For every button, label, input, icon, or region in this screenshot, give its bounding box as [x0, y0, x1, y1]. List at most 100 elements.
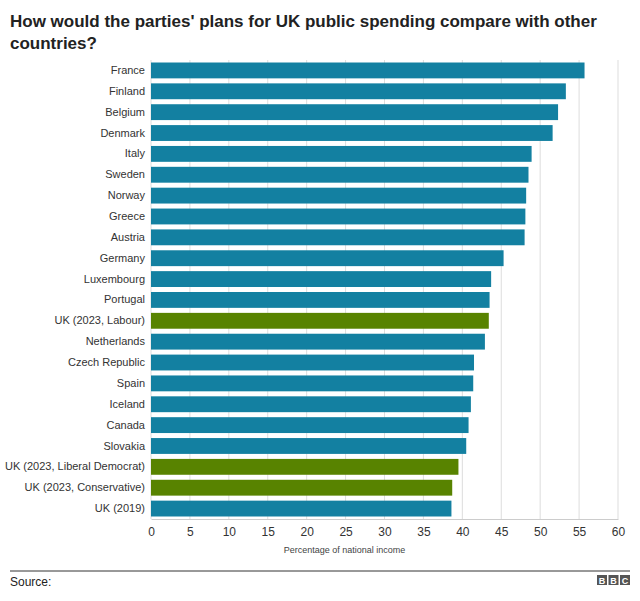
y-tick: Finland — [109, 85, 151, 97]
y-tick: Spain — [117, 377, 151, 389]
y-tick: Netherlands — [86, 335, 151, 347]
x-tick: 50 — [534, 519, 548, 539]
y-tick-label: Slovakia — [103, 439, 145, 451]
bar — [151, 209, 525, 225]
x-tick: 55 — [573, 519, 587, 539]
x-tick-label: 10 — [223, 525, 237, 539]
y-tick: UK (2019) — [95, 502, 151, 514]
y-tick-label: Czech Republic — [68, 356, 146, 368]
y-tick-label: Denmark — [100, 127, 145, 139]
y-tick-label: Iceland — [110, 398, 145, 410]
chart: How would the parties' plans for UK publ… — [0, 0, 640, 601]
bar — [151, 501, 451, 517]
y-tick: France — [111, 64, 151, 76]
y-tick: Iceland — [110, 398, 151, 410]
bar — [151, 146, 532, 162]
y-tick: UK (2023, Liberal Democrat) — [5, 460, 151, 472]
y-tick: Canada — [106, 419, 151, 431]
logo-box — [620, 575, 630, 585]
bar — [151, 125, 553, 141]
y-tick-label: UK (2019) — [95, 502, 145, 514]
title: How would the parties' plans for UK publ… — [10, 12, 597, 53]
x-tick-label: 50 — [534, 525, 548, 539]
x-axis: 0 5 10 15 20 25 30 35 40 45 50 55 60 — [148, 519, 625, 539]
bar — [151, 355, 474, 371]
grid-line — [579, 60, 580, 519]
x-tick-label: 35 — [417, 525, 431, 539]
bar — [151, 271, 491, 287]
y-tick: Austria — [111, 231, 151, 243]
y-tick-label: Netherlands — [86, 335, 146, 347]
y-tick: Slovakia — [103, 439, 151, 451]
y-tick-label: UK (2023, Conservative) — [25, 481, 145, 493]
x-axis-line — [152, 519, 619, 520]
y-tick: UK (2023, Conservative) — [25, 481, 151, 493]
x-tick-label: 40 — [456, 525, 470, 539]
bar — [151, 188, 526, 204]
y-tick: Portugal — [104, 293, 151, 305]
footer-rule — [10, 571, 630, 572]
x-tick-label: 30 — [378, 525, 392, 539]
bar — [151, 229, 525, 245]
y-tick: Germany — [100, 252, 151, 264]
logo-box — [597, 575, 607, 585]
x-tick-label: 45 — [495, 525, 509, 539]
x-tick-label: 0 — [148, 525, 155, 539]
y-tick: Luxembourg — [84, 273, 151, 285]
bar — [151, 334, 485, 350]
bar — [151, 459, 458, 475]
bar — [151, 396, 471, 412]
y-tick: Italy — [125, 147, 151, 159]
bar — [151, 63, 585, 79]
bar — [151, 417, 469, 433]
bar — [151, 375, 473, 391]
bars — [151, 63, 585, 517]
y-tick-label: Luxembourg — [84, 273, 145, 285]
y-tick: Sweden — [105, 168, 151, 180]
y-tick-label: Portugal — [104, 293, 145, 305]
y-tick-label: Italy — [125, 147, 146, 159]
y-tick: UK (2023, Labour) — [55, 314, 152, 326]
bar — [151, 83, 566, 99]
y-tick: Greece — [109, 210, 151, 222]
x-tick: 45 — [495, 519, 509, 539]
credit: BBC — [599, 576, 629, 586]
y-tick: Belgium — [105, 106, 151, 118]
y-tick-label: UK (2023, Labour) — [55, 314, 146, 326]
x-tick-label: 15 — [262, 525, 276, 539]
y-axis-line — [151, 61, 152, 520]
x-tick: 60 — [612, 519, 626, 539]
y-tick-label: Greece — [109, 210, 145, 222]
x-tick-label: 55 — [573, 525, 587, 539]
x-tick: 15 — [262, 519, 276, 539]
y-tick-label: Sweden — [105, 168, 145, 180]
bar — [151, 480, 452, 496]
y-tick-label: UK (2023, Liberal Democrat) — [5, 460, 145, 472]
x-tick: 0 — [148, 519, 155, 539]
x-tick: 30 — [378, 519, 392, 539]
y-tick-label: Spain — [117, 377, 145, 389]
y-tick: Czech Republic — [68, 356, 151, 368]
y-tick-label: Belgium — [105, 106, 145, 118]
bar — [151, 104, 558, 120]
bar — [151, 292, 490, 308]
y-tick-label: France — [111, 64, 145, 76]
bar — [151, 313, 489, 329]
y-axis: FranceFinlandBelgiumDenmarkItalySwedenNo… — [5, 61, 152, 520]
x-tick-label: 5 — [187, 525, 194, 539]
y-tick-label: Austria — [111, 231, 146, 243]
x-tick-label: 20 — [300, 525, 314, 539]
y-tick: Denmark — [100, 127, 151, 139]
source: Source: — [10, 575, 51, 589]
y-tick-label: Germany — [100, 252, 146, 264]
x-tick: 5 — [187, 519, 194, 539]
x-tick: 10 — [223, 519, 237, 539]
x-tick: 25 — [339, 519, 353, 539]
bar — [151, 438, 466, 454]
x-tick: 20 — [300, 519, 314, 539]
x-axis-title: Percentage of national income — [284, 545, 406, 555]
bar — [151, 250, 504, 266]
bar — [151, 167, 528, 183]
x-tick-label: 25 — [339, 525, 353, 539]
x-tick-label: 60 — [612, 525, 626, 539]
